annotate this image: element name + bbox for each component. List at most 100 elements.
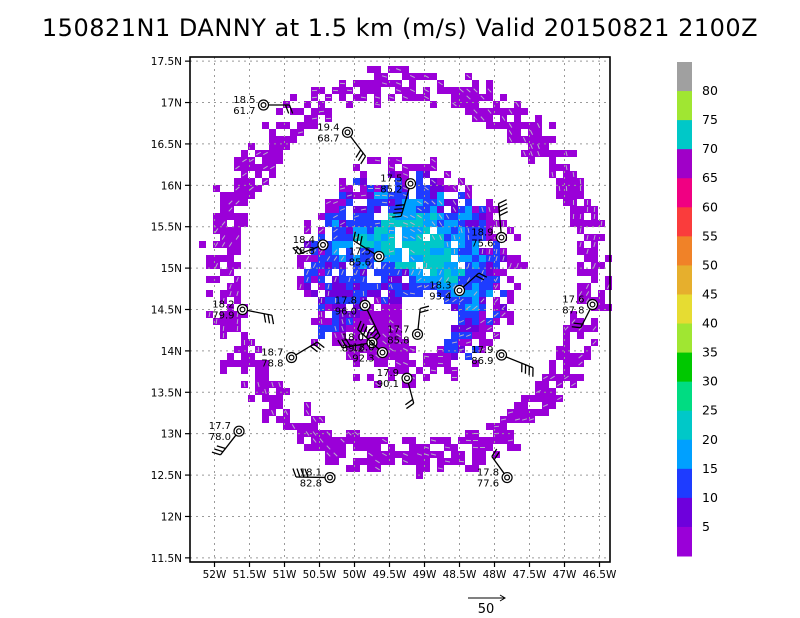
wind-vector [431,235,436,240]
wind-vector [565,150,568,157]
field-cell [458,276,465,283]
field-cell [388,199,395,206]
wind-barb-flag [573,322,583,325]
field-cell [360,227,367,234]
field-cell [381,283,388,290]
wind-vector [529,130,534,135]
field-cell [479,437,486,444]
dropsonde: 18.182.8 [292,468,336,490]
wind-vector [466,95,471,100]
field-cell [409,262,416,269]
sonde-ring [257,99,270,111]
sonde-label: 17.8 [477,468,499,479]
wind-vector [508,109,513,114]
wind-barb-staff [357,328,383,354]
wind-barb-flag [216,445,226,450]
colorbar-swatch [677,149,692,179]
field-cell [346,346,353,353]
wind-vector [423,355,430,358]
field-cell [486,213,493,220]
field-cell [465,269,472,276]
field-cell [437,255,444,262]
sonde-label: 77.6 [477,479,499,490]
field-cell [598,262,605,269]
field-cell [367,437,374,444]
field-cell [255,367,262,374]
field-cell [395,304,402,311]
field-cell [437,262,444,269]
field-cell [556,374,563,381]
field-cell [367,290,374,297]
wind-vector [439,270,442,275]
field-cell [360,220,367,227]
field-cell [479,108,486,115]
sonde-label: 92.3 [352,354,374,365]
field-cell [227,262,234,269]
field-cell [325,304,332,311]
field-cell [339,262,346,269]
wind-vector [376,297,379,304]
field-cell [472,248,479,255]
field-cell [318,269,325,276]
field-cell [528,157,535,164]
wind-vector [409,292,416,295]
field-cell [367,304,374,311]
field-cell [269,402,276,409]
field-cell [220,367,227,374]
wind-barb-flag [360,155,367,165]
field-cell [360,80,367,87]
field-cell [388,332,395,339]
colorbar-swatch [677,294,692,325]
wind-vector [431,200,436,205]
wind-vector [403,453,408,456]
wind-vector [374,222,381,225]
wind-vector [521,418,528,421]
wind-vector [320,318,323,325]
field-cell [598,304,605,311]
field-cell [248,192,255,199]
field-cell [409,458,416,465]
field-cell [486,234,493,241]
field-cell [444,234,451,241]
field-cell [458,339,465,346]
wind-vector [222,297,225,304]
field-cell [353,360,360,367]
colorbar-label: 70 [702,141,718,156]
field-cell [472,262,479,269]
wind-vector [424,95,429,100]
field-cell [535,136,542,143]
field-cell [563,199,570,206]
wind-vector [340,256,345,261]
wind-vector [229,290,232,297]
wind-vector [389,347,394,352]
field-cell [451,213,458,220]
field-cell [360,325,367,332]
wind-vector [438,277,443,282]
sonde-ring [324,471,336,484]
wind-vector [360,96,367,99]
field-cell [360,318,367,325]
wind-vector [243,381,246,388]
field-cell [507,444,514,451]
field-cell [493,437,500,444]
field-cell [360,444,367,451]
field-cell [556,346,563,353]
field-cell [458,213,465,220]
wind-vector [334,276,337,283]
wind-vector [466,277,471,282]
field-cell [346,101,353,108]
x-tick-label: 50.5W [303,569,337,581]
field-cell [367,465,374,472]
field-cell [360,458,367,465]
field-cell [318,101,325,108]
field-cell [577,206,584,213]
field-cell [458,437,465,444]
wind-vector [341,332,344,339]
field-cell [353,178,360,185]
wind-vector [579,227,582,234]
field-cell [556,178,563,185]
field-cell [563,339,570,346]
field-cell [353,374,360,381]
wind-barb-flag [498,207,508,213]
field-cell [318,87,325,94]
